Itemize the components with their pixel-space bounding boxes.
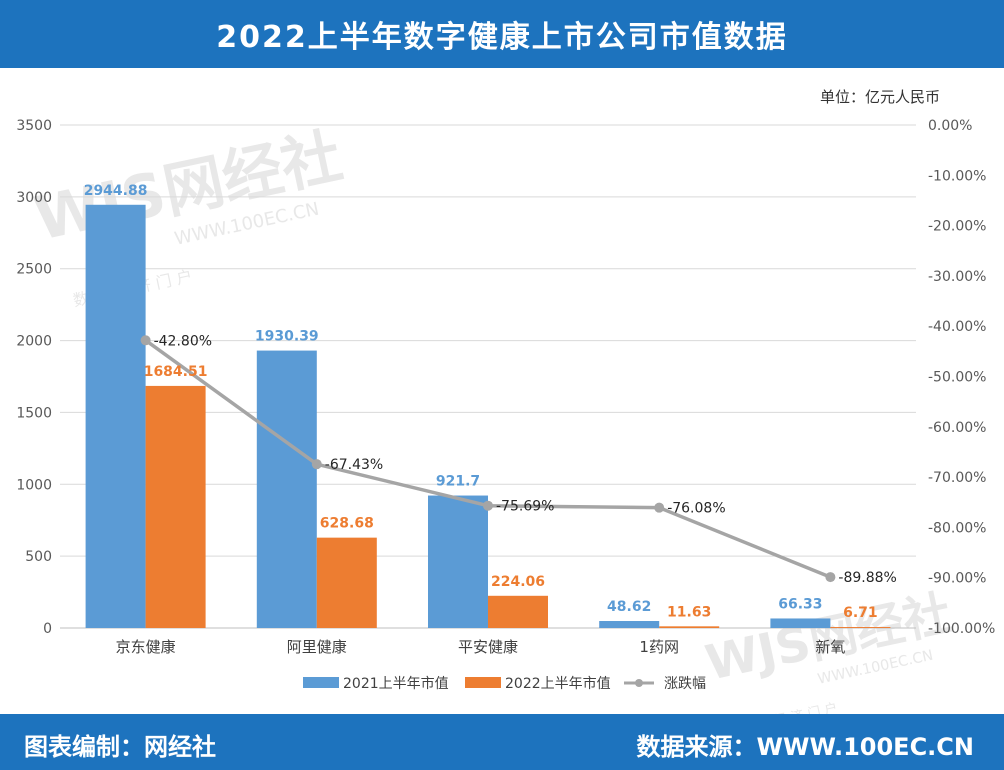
change-value-label: -67.43% (325, 457, 383, 473)
y-tick-label: 1500 (16, 405, 52, 421)
y2-tick-label: -90.00% (928, 571, 986, 587)
y2-tick-label: -60.00% (928, 420, 986, 436)
bar-value-label: 2944.88 (84, 183, 148, 199)
bar-value-label: 48.62 (607, 599, 651, 615)
y-tick-label: 2000 (16, 334, 52, 350)
bar-2022 (145, 385, 206, 628)
y-tick-label: 3000 (16, 190, 52, 206)
y-axis-left: 0 500 1000 1500 2000 2500 3000 3500 (16, 118, 52, 637)
change-value-label: -42.80% (154, 333, 212, 349)
change-point (483, 500, 493, 511)
unit-label: 单位：亿元人民币 (819, 88, 940, 106)
legend-label: 涨跌幅 (664, 676, 706, 692)
bar-value-label: 1684.51 (144, 364, 208, 380)
bar-value-label: 6.71 (843, 605, 878, 621)
y2-tick-label: -80.00% (928, 520, 986, 536)
bar-value-label: 921.7 (436, 474, 480, 490)
change-value-label: -76.08% (667, 501, 725, 517)
bar-2021 (770, 618, 831, 628)
y2-tick-label: -100.00% (928, 621, 995, 637)
change-line-path (144, 338, 832, 579)
bar-2022 (659, 626, 720, 628)
y2-tick-label: -50.00% (928, 370, 986, 386)
change-value-label: -75.69% (496, 499, 554, 515)
bar-2021 (85, 204, 146, 628)
legend-swatch (465, 677, 501, 688)
y-tick-label: 3500 (16, 118, 52, 134)
y2-tick-label: -30.00% (928, 269, 986, 285)
change-point (311, 459, 322, 470)
change-point (654, 502, 665, 513)
change-point (825, 572, 836, 583)
change-line (140, 335, 836, 583)
data-labels: 2944.88 1930.39 921.7 48.62 66.33 1684.51 628.… (84, 183, 897, 621)
y2-tick-label: -10.00% (928, 168, 986, 184)
legend-swatch (303, 677, 339, 688)
bars (85, 204, 891, 628)
bar-value-label: 11.63 (667, 604, 711, 620)
x-tick-label: 京东健康 (116, 638, 176, 656)
y-tick-label: 1000 (16, 477, 52, 493)
legend: 2021上半年市值 2022上半年市值 涨跌幅 (303, 675, 706, 692)
y-tick-label: 500 (25, 549, 52, 565)
legend-marker (635, 679, 643, 687)
bar-2022 (316, 537, 377, 628)
change-value-label: -89.88% (838, 570, 896, 586)
x-tick-label: 新氧 (815, 638, 845, 656)
y2-tick-label: -20.00% (928, 219, 986, 235)
y2-tick-label: -70.00% (928, 470, 986, 486)
x-tick-label: 1药网 (639, 638, 679, 656)
y2-tick-label: 0.00% (928, 118, 972, 134)
bar-2022 (830, 627, 891, 628)
footer: 图表编制：网经社 数据来源：WWW.100EC.CN (0, 714, 1004, 770)
bar-2021 (599, 621, 660, 628)
y2-tick-label: -40.00% (928, 319, 986, 335)
watermark-tagline: 数 字 经 济 门 户 (739, 700, 839, 714)
change-point (140, 335, 151, 346)
footer-source: 数据来源：WWW.100EC.CN (636, 733, 975, 761)
y-tick-label: 2500 (16, 262, 52, 278)
y-axis-right: 0.00% -10.00% -20.00% -30.00% -40.00% -50.00%… (928, 118, 995, 637)
bar-2021 (428, 495, 488, 628)
chart-title: 2022上半年数字健康上市公司市值数据 (0, 0, 1004, 68)
x-tick-label: 平安健康 (458, 638, 518, 656)
bar-value-label: 66.33 (778, 596, 822, 612)
bar-value-label: 628.68 (320, 516, 374, 532)
footer-credit: 图表编制：网经社 (24, 733, 216, 761)
bar-value-label: 1930.39 (255, 329, 319, 345)
legend-label: 2022上半年市值 (505, 675, 611, 692)
legend-label: 2021上半年市值 (343, 675, 449, 692)
bar-2021 (256, 350, 317, 628)
x-axis: 京东健康 阿里健康 平安健康 1药网 新氧 (116, 638, 846, 656)
bar-value-label: 224.06 (491, 574, 545, 590)
bar-2022 (488, 595, 548, 628)
y-tick-label: 0 (43, 621, 52, 637)
x-tick-label: 阿里健康 (287, 638, 347, 656)
